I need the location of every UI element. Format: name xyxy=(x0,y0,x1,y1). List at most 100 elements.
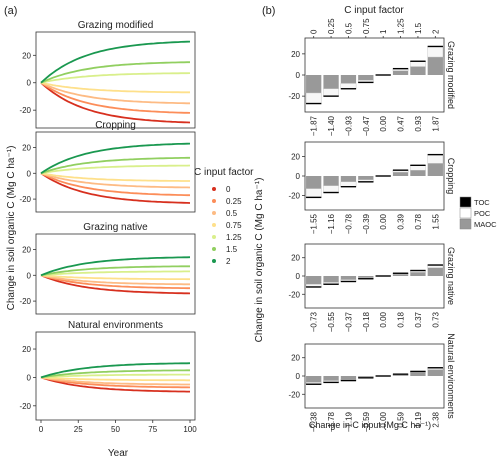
bar-maoc xyxy=(392,172,409,176)
y-tick-label: -20 xyxy=(19,402,31,411)
category-label: 0.37 xyxy=(414,311,423,327)
series-line-1.5 xyxy=(40,61,190,84)
factor-tick-label: 1.25 xyxy=(397,18,406,34)
legend-b-label: TOC xyxy=(474,198,490,207)
category-label: −1.87 xyxy=(310,115,319,136)
category-label: 0.39 xyxy=(397,213,406,229)
legend-a-marker xyxy=(212,259,216,263)
series-line-0.5 xyxy=(40,81,190,105)
y-tick-label: 20 xyxy=(22,345,31,354)
line-chart-1: Grazing modified 20 0 -20 xyxy=(19,20,196,129)
bar-maoc xyxy=(427,163,443,176)
legend-a-marker xyxy=(212,187,216,191)
line-chart-title: Natural environments xyxy=(68,320,163,331)
plot-frame xyxy=(35,131,196,213)
factor-tick-label: 1 xyxy=(379,29,388,34)
x-tick-label: 75 xyxy=(148,425,157,434)
series-line-2 xyxy=(40,256,191,277)
panel-a-label: (a) xyxy=(4,5,17,17)
bar-poc xyxy=(427,46,444,58)
bar-chart-4: 20 0 -20 Natural environments −2.38 −1.78 −1.1… xyxy=(288,333,456,432)
category-label: −0.18 xyxy=(362,311,371,332)
category-label: 1.55 xyxy=(431,213,440,229)
line-chart-title: Grazing native xyxy=(83,222,148,233)
bar-maoc xyxy=(323,276,339,283)
series-line-1.25 xyxy=(40,270,190,277)
panel-a-xlabel: Year xyxy=(108,448,129,459)
bar-poc xyxy=(323,88,339,97)
bar-maoc xyxy=(306,376,322,383)
factor-tick-label: 0 xyxy=(310,29,319,34)
legend-a-label: 2 xyxy=(226,257,231,266)
y-tick-label: -20 xyxy=(288,191,300,200)
category-label: −1.78 xyxy=(327,411,336,432)
series-line-0.75 xyxy=(40,274,190,281)
bar-chart-title: Grazing modified xyxy=(446,41,456,109)
panel-b-xlabel: Change in C input (Mg C ha⁻¹) xyxy=(309,420,431,430)
bar-maoc xyxy=(410,170,426,176)
category-label: 0.93 xyxy=(414,115,423,131)
legend-a-marker xyxy=(212,199,216,203)
bar-maoc xyxy=(306,176,322,189)
category-label: −0.78 xyxy=(344,213,353,234)
category-label: 1.19 xyxy=(414,411,423,427)
panel-b-top-title: C input factor xyxy=(344,5,404,16)
y-tick-label: 20 xyxy=(22,245,31,254)
category-label: −1.55 xyxy=(310,213,319,234)
plot-frame xyxy=(35,233,196,315)
y-tick-label: 0 xyxy=(296,372,301,381)
category-label: 0.00 xyxy=(379,411,388,427)
bar-maoc xyxy=(410,66,426,75)
series-line-0.75 xyxy=(40,81,190,94)
bar-maoc xyxy=(358,176,374,180)
category-label: 0.00 xyxy=(379,213,388,229)
legend-b: TOC POC MAOC xyxy=(459,196,497,230)
y-tick-label: -20 xyxy=(19,195,31,204)
category-label: 1.87 xyxy=(431,115,440,131)
bar-maoc xyxy=(427,57,443,75)
series-line-2 xyxy=(40,40,191,84)
bar-maoc xyxy=(392,274,409,276)
bar-maoc xyxy=(323,176,339,186)
series-line-0.5 xyxy=(40,376,190,386)
series-line-2 xyxy=(40,142,191,175)
legend-b-swatch xyxy=(459,207,472,219)
series-line-1.5 xyxy=(40,265,190,277)
panel-a-ylabel: Change in soil organic C (Mg C ha⁻¹) xyxy=(6,146,17,311)
legend-a-marker xyxy=(212,223,216,227)
category-label: 0.73 xyxy=(431,311,440,327)
bar-maoc xyxy=(392,70,409,75)
category-label: −0.59 xyxy=(362,411,371,432)
series-line-0.25 xyxy=(40,376,191,389)
legend-a-label: 0 xyxy=(226,185,231,194)
legend-b-swatch xyxy=(459,218,472,230)
bar-chart-1: 20 0 -20 Grazing modified −1.87 −1.40 −0.93 −0.… xyxy=(288,37,456,136)
legend-a-marker xyxy=(212,211,216,215)
series-line-1.5 xyxy=(40,369,190,379)
series-line-0 xyxy=(40,82,191,124)
series-line-1.25 xyxy=(40,72,191,84)
category-label: −1.40 xyxy=(327,115,336,136)
legend-a-label: 0.5 xyxy=(226,209,238,218)
category-label: 0.18 xyxy=(397,311,406,327)
y-tick-label: 0 xyxy=(296,71,301,80)
category-label: −0.55 xyxy=(327,311,336,332)
bar-chart-3: 20 0 -20 Grazing native −0.73 −0.55 −0.37 −0.18… xyxy=(288,243,456,332)
bar-poc xyxy=(427,154,444,164)
bar-chart-title: Grazing native xyxy=(446,247,456,305)
category-label: 0.00 xyxy=(379,115,388,131)
bar-poc xyxy=(305,188,322,198)
bar-maoc xyxy=(427,369,443,376)
bar-maoc xyxy=(323,376,339,381)
line-chart-title: Cropping xyxy=(95,120,136,131)
category-label: −0.39 xyxy=(362,213,371,234)
category-label: −1.16 xyxy=(327,213,336,234)
category-label: −1.19 xyxy=(344,411,353,432)
y-tick-label: 0 xyxy=(27,271,32,280)
legend-b-swatch xyxy=(459,196,472,208)
bar-chart-2: 20 0 -20 Cropping −1.55 −1.16 −0.78 −0.39 0.00 0.… xyxy=(288,141,456,234)
category-label: −0.37 xyxy=(344,311,353,332)
series-line-0.5 xyxy=(40,274,190,286)
bar-maoc xyxy=(306,276,322,285)
